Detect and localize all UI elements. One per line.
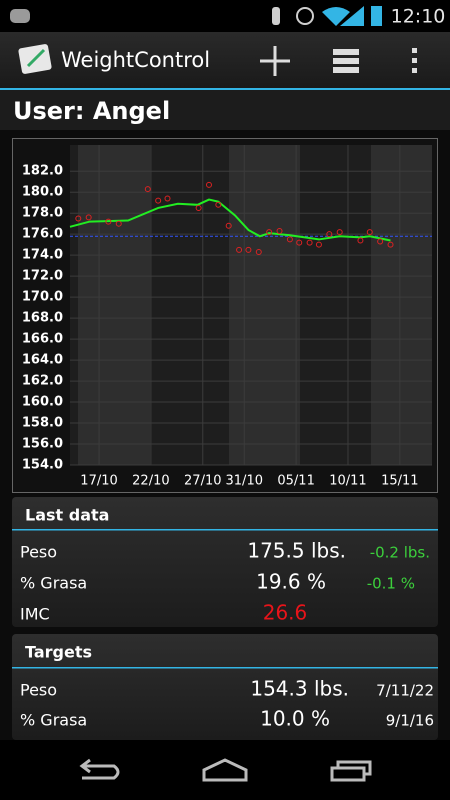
weight-point (315, 241, 322, 248)
trend-line (69, 198, 391, 242)
weight-point (296, 239, 303, 246)
weight-point (225, 222, 232, 229)
y-tick-label: 172.0 (22, 269, 63, 284)
y-tick-label: 168.0 (22, 311, 63, 326)
y-tick-label: 156.0 (22, 437, 63, 452)
app-title: WeightControl (61, 48, 210, 72)
weight-point (236, 246, 243, 253)
y-tick-label: 178.0 (22, 206, 63, 221)
card-divider (12, 667, 438, 669)
card-title: Last data (25, 506, 109, 525)
row-value: 10.0 % (260, 707, 330, 731)
weight-point (326, 231, 333, 238)
row-value: 154.3 lbs. (250, 677, 349, 701)
y-tick-label: 158.0 (22, 416, 63, 431)
overflow-menu[interactable] (412, 48, 417, 73)
x-tick-label: 22/10 (132, 474, 169, 489)
y-tick-label: 174.0 (22, 248, 63, 263)
weight-point (255, 249, 262, 256)
row-label: Peso (20, 681, 57, 700)
y-tick-label: 154.0 (22, 458, 63, 473)
weight-point (276, 228, 283, 235)
add-button[interactable] (260, 46, 290, 76)
x-tick-label: 31/10 (226, 474, 263, 489)
x-tick-label: 17/10 (80, 474, 117, 489)
user-header-bg (0, 90, 450, 130)
row-change: -0.2 lbs. (370, 544, 430, 562)
row-label: Peso (20, 543, 57, 562)
weight-point (85, 214, 92, 221)
android-icon (10, 9, 30, 23)
weight-point (115, 220, 122, 227)
weight-point (105, 218, 112, 225)
weight-point (266, 229, 273, 236)
y-tick-label: 180.0 (22, 185, 63, 200)
chart: 154.0 156.0 158.0 160.0 162.0 164.0 166.0 168.0… (22, 145, 432, 489)
x-tick-label: 10/11 (329, 474, 366, 489)
week-band (229, 145, 300, 465)
divider (0, 88, 450, 90)
x-tick-label: 15/11 (381, 474, 418, 489)
y-tick-label: 160.0 (22, 395, 63, 410)
row-value: 175.5 lbs. (247, 539, 346, 563)
weight-point (357, 237, 364, 244)
y-tick-label: 166.0 (22, 332, 63, 347)
row-value: 26.6 (263, 601, 308, 625)
y-tick-label: 170.0 (22, 290, 63, 305)
clock: 12:10 (391, 6, 446, 28)
home-button[interactable] (202, 758, 248, 782)
action-bar (0, 32, 450, 88)
week-band (78, 145, 150, 465)
nav-bar (0, 740, 450, 800)
y-tick-label: 162.0 (22, 374, 63, 389)
recents-button[interactable] (330, 760, 372, 782)
row-date: 9/1/16 (386, 712, 434, 730)
weight-point (366, 229, 373, 236)
weight-point (286, 236, 293, 243)
weight-point (306, 239, 313, 246)
weight-point (205, 181, 212, 188)
x-tick-label: 05/11 (277, 474, 314, 489)
row-change: -0.1 % (367, 575, 415, 593)
weight-point (387, 241, 394, 248)
row-value: 19.6 % (256, 570, 326, 594)
x-tick-label: 27/10 (184, 474, 221, 489)
card-title: Targets (25, 643, 92, 662)
weight-point (215, 201, 222, 208)
y-tick-label: 176.0 (22, 227, 63, 242)
weight-point (75, 215, 82, 222)
list-button[interactable] (333, 49, 359, 73)
status-bar (0, 0, 450, 32)
row-label: IMC (20, 605, 50, 624)
weight-point (155, 197, 162, 204)
weight-point (195, 204, 202, 211)
weight-point (377, 238, 384, 245)
user-header: User: Angel (13, 97, 170, 125)
back-button[interactable] (79, 758, 120, 780)
weight-point (144, 186, 151, 193)
app-icon (18, 44, 52, 74)
y-tick-label: 182.0 (22, 164, 63, 179)
targets-card (12, 634, 438, 740)
row-date: 7/11/22 (376, 682, 434, 700)
row-label: % Grasa (20, 574, 87, 593)
weight-point (164, 195, 171, 202)
status-icons (272, 6, 382, 26)
row-label: % Grasa (20, 711, 87, 730)
y-tick-label: 164.0 (22, 353, 63, 368)
week-band (371, 145, 432, 465)
weight-point (245, 246, 252, 253)
weight-point (336, 229, 343, 236)
card-divider (12, 529, 438, 531)
